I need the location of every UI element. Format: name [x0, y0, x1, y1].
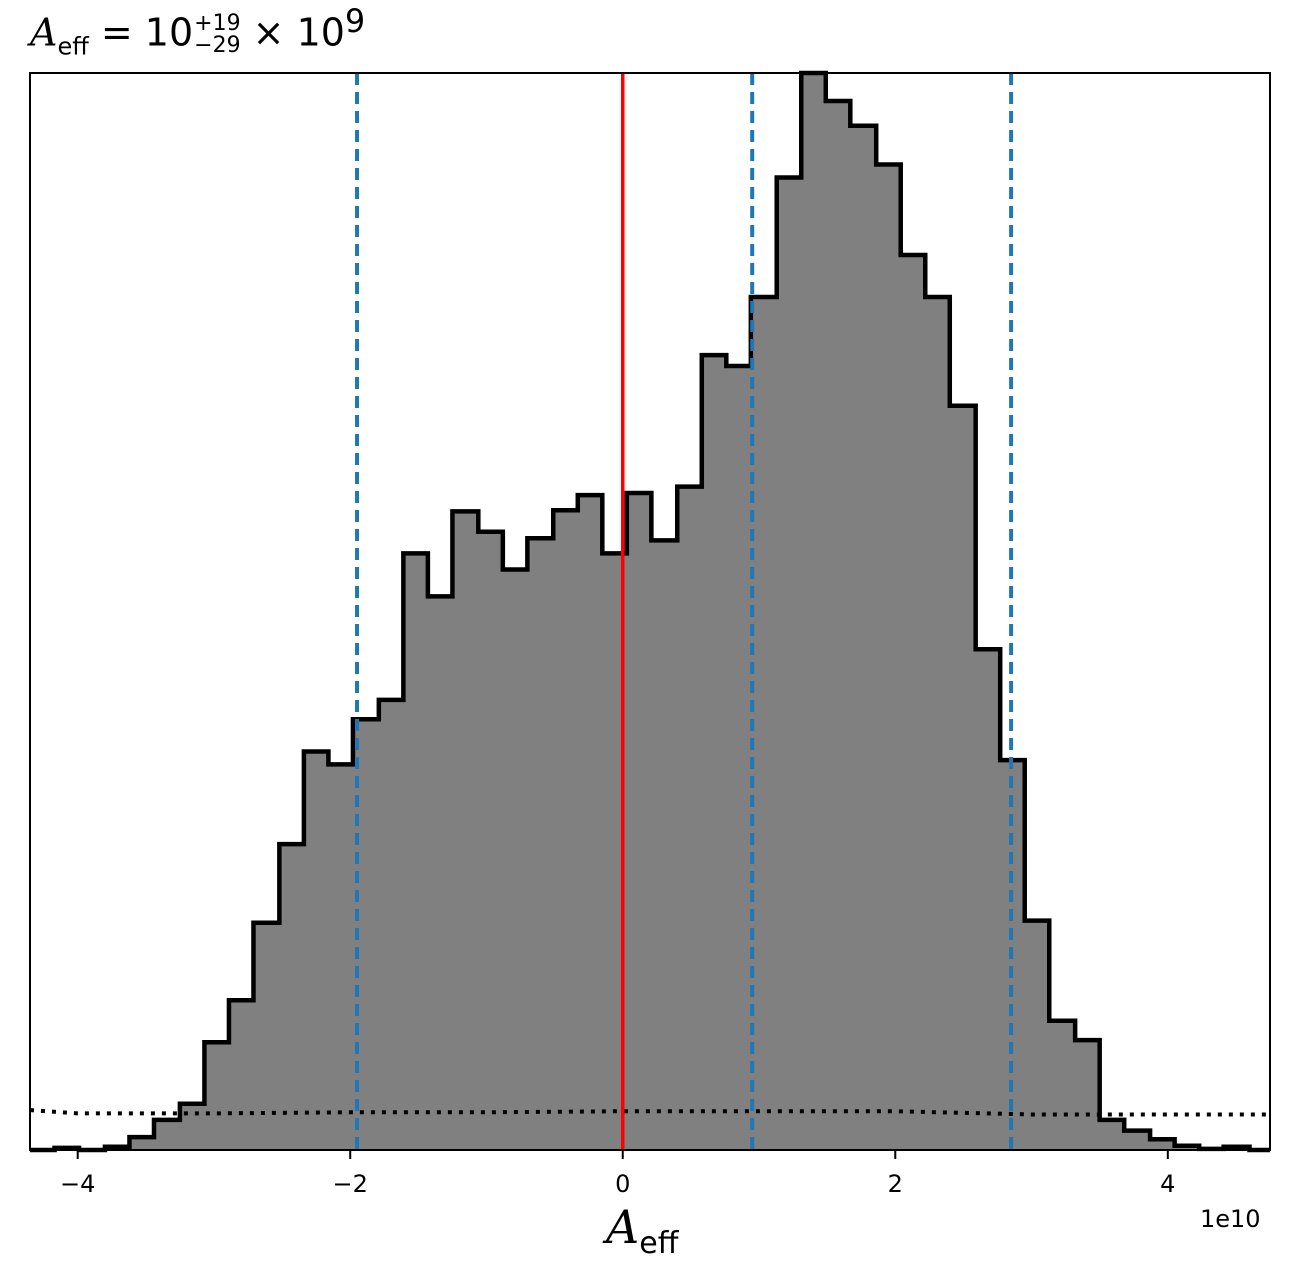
- histogram-bar: [701, 355, 727, 1150]
- prior-line: [29, 1108, 1270, 1117]
- histogram-bar: [1024, 920, 1050, 1150]
- histogram-bar: [825, 101, 851, 1151]
- histogram-bar: [801, 73, 827, 1150]
- xlabel-subscript: eff: [639, 1226, 679, 1262]
- histogram-bar: [876, 164, 902, 1151]
- histogram-bar: [1075, 1040, 1101, 1150]
- x-tick-label: 2: [888, 1170, 903, 1198]
- title-minus-error: −29: [194, 33, 241, 59]
- histogram-bar: [949, 405, 977, 1151]
- histogram-bar: [726, 365, 752, 1151]
- title-symbol: A: [30, 10, 58, 55]
- x-axis-offset-text: 1e10: [1200, 1205, 1261, 1233]
- title-errors: +19 −29: [194, 13, 240, 57]
- x-tick-label: 0: [615, 1170, 630, 1198]
- histogram-bar: [850, 125, 877, 1151]
- x-axis-ticks: −4 −2 0 2 4: [60, 1150, 1175, 1198]
- histogram-bar: [328, 764, 354, 1150]
- histogram-bars: [54, 73, 1251, 1151]
- histogram-bar: [204, 1042, 230, 1150]
- histogram-bar: [577, 495, 603, 1151]
- histogram-bar: [1124, 1130, 1151, 1150]
- histogram-bar: [502, 569, 528, 1150]
- histogram-bar: [478, 531, 504, 1150]
- histogram-bar: [1049, 1020, 1076, 1150]
- x-tick-label: 4: [1160, 1170, 1175, 1198]
- histogram-bar: [553, 510, 579, 1151]
- histogram-bar: [303, 751, 329, 1150]
- title-value: = 10: [100, 10, 194, 55]
- title-plus-error: +19: [194, 11, 241, 37]
- histogram-bar: [1150, 1139, 1176, 1150]
- chart-title: Aeff = 10 +19 −29 × 109: [30, 4, 365, 60]
- histogram-bar: [279, 844, 305, 1150]
- histogram-bar: [925, 297, 951, 1150]
- title-times: × 10: [252, 10, 345, 55]
- histogram-bar: [750, 297, 778, 1150]
- histogram-outline: [30, 70, 1270, 1153]
- histogram-bar: [677, 486, 703, 1150]
- histogram-bar: [154, 1119, 181, 1150]
- histogram-bar: [403, 553, 429, 1150]
- title-subscript: eff: [57, 32, 89, 61]
- histogram-bar: [129, 1137, 155, 1150]
- histogram-bar: [975, 649, 1001, 1150]
- histogram-bar: [179, 1103, 205, 1150]
- histogram-bar: [527, 538, 554, 1150]
- histogram-bar: [900, 255, 926, 1150]
- x-tick-label: −2: [333, 1170, 368, 1198]
- title-exponent: 9: [344, 4, 366, 40]
- xlabel-symbol: A: [606, 1200, 640, 1254]
- histogram-bar: [1099, 1119, 1125, 1150]
- histogram-bar: [651, 540, 678, 1150]
- histogram-bar: [253, 922, 280, 1150]
- histogram-bar: [776, 177, 802, 1150]
- x-tick-label: −4: [60, 1170, 95, 1198]
- histogram-bar: [452, 511, 479, 1150]
- histogram-bar: [378, 699, 404, 1150]
- x-axis-label: Aeff: [606, 1200, 678, 1261]
- plot-frame: [29, 72, 1271, 1151]
- marker-lines: [355, 73, 1014, 1150]
- histogram-bar: [427, 596, 453, 1150]
- histogram-bar: [228, 1000, 254, 1150]
- histogram-bar: [626, 493, 652, 1150]
